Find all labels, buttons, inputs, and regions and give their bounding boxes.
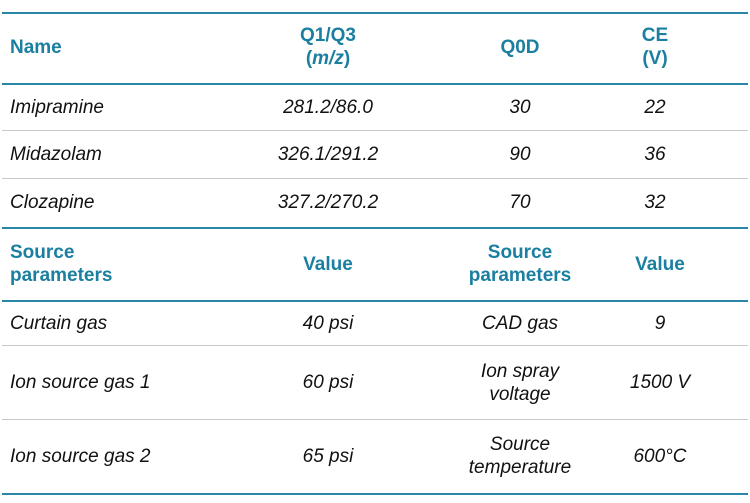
ce-value: 32 [644, 192, 666, 213]
header-value-2: Value [635, 253, 685, 275]
parameter-value: 65 psi [302, 445, 354, 467]
q1q3-value: 327.2/270.2 [277, 192, 379, 213]
header-ce: CE (V) [641, 25, 669, 69]
q0d-value: 90 [509, 144, 531, 165]
source-parameter: Curtain gas [10, 313, 108, 334]
source-parameter-2: CAD gas [481, 313, 559, 334]
row-divider [2, 178, 748, 179]
table-row: Ion source gas 2 65 psi Source temperatu… [0, 420, 750, 492]
table-row: Curtain gas 40 psi CAD gas 9 [0, 302, 750, 345]
bottom-rule [2, 493, 748, 495]
compound-name: Midazolam [10, 144, 102, 165]
table-row: Ion source gas 1 60 psi Ion spray voltag… [0, 346, 750, 419]
header-q1q3-unit: (m/z) [305, 48, 351, 69]
table-row: Clozapine 327.2/270.2 70 32 [0, 179, 750, 226]
source-header-row: Source parameters Value Source parameter… [0, 229, 750, 299]
table-row: Midazolam 326.1/291.2 90 36 [0, 131, 750, 178]
source-parameter: Ion source gas 2 [10, 445, 151, 467]
q1q3-value: 281.2/86.0 [283, 97, 373, 118]
compound-name: Imipramine [10, 97, 104, 118]
parameter-value-2: 600°C [633, 445, 687, 467]
ce-value: 22 [644, 97, 666, 118]
q1q3-value: 326.1/291.2 [277, 144, 379, 165]
header-source-parameters-2: Source parameters [468, 242, 572, 286]
source-parameter: Ion source gas 1 [10, 372, 151, 393]
header-q1q3: Q1/Q3 (m/z) [300, 25, 356, 69]
row-divider [2, 419, 748, 420]
parameter-value-2: 1500 V [629, 372, 691, 393]
header-name: Name [10, 36, 62, 58]
compound-name: Clozapine [10, 192, 95, 213]
source-parameter-2: Source temperature [468, 434, 572, 478]
header-q0d: Q0D [500, 36, 540, 58]
top-rule [2, 12, 748, 14]
header-rule [2, 83, 748, 85]
source-parameter-2: Ion spray voltage [480, 360, 560, 405]
row-divider [2, 345, 748, 346]
q0d-value: 30 [509, 97, 531, 118]
header-source-parameters: Source parameters [10, 242, 113, 286]
section-rule [2, 227, 748, 229]
header-rule [2, 300, 748, 302]
parameter-value: 40 psi [302, 313, 354, 334]
table-row: Imipramine 281.2/86.0 30 22 [0, 85, 750, 130]
ce-value: 36 [644, 144, 666, 165]
parameter-value-2: 9 [654, 313, 666, 334]
q0d-value: 70 [509, 192, 531, 213]
header-value: Value [303, 253, 353, 275]
row-divider [2, 130, 748, 131]
parameter-value: 60 psi [302, 372, 354, 393]
compound-header-row: Name Q1/Q3 (m/z) Q0D CE (V) [0, 14, 750, 80]
